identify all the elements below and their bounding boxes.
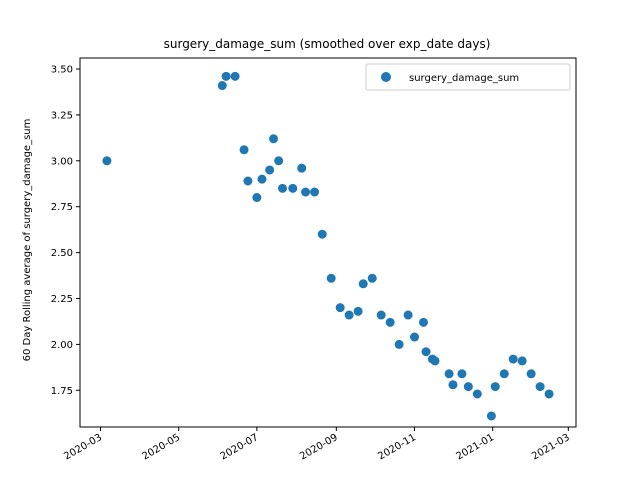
data-point <box>274 156 284 166</box>
data-point <box>376 310 386 320</box>
x-tick-label: 2021-01 <box>454 432 496 462</box>
data-series <box>102 71 554 421</box>
data-point <box>403 310 413 320</box>
data-point <box>102 156 112 166</box>
y-tick-label: 1.75 <box>51 386 73 397</box>
legend-frame <box>365 63 571 91</box>
data-point <box>508 354 518 364</box>
data-point <box>535 382 545 392</box>
x-axis: 2020-03 2020-05 2020-07 2020-09 2020-11 2021-… <box>62 427 572 462</box>
data-point <box>385 317 395 327</box>
plot-area <box>79 57 577 428</box>
data-point <box>335 303 345 313</box>
data-point <box>230 71 240 81</box>
y-tick-label: 3.00 <box>51 156 73 167</box>
data-point <box>367 273 377 283</box>
data-point <box>472 389 482 399</box>
data-point <box>444 369 454 379</box>
x-tick-label: 2020-09 <box>298 432 340 462</box>
legend-marker <box>381 72 391 82</box>
data-point <box>301 187 311 197</box>
x-tick-label: 2020-03 <box>62 432 104 462</box>
data-point <box>418 317 428 327</box>
data-point <box>463 382 473 392</box>
data-point <box>278 183 288 193</box>
data-point <box>221 71 231 81</box>
data-point <box>430 356 440 366</box>
data-point <box>517 356 527 366</box>
data-point <box>490 382 500 392</box>
data-point <box>297 163 307 173</box>
data-point <box>265 165 275 175</box>
y-tick-label: 2.00 <box>51 340 73 351</box>
x-tick-label: 2020-07 <box>219 432 261 462</box>
data-point <box>421 347 431 357</box>
y-tick-label: 2.75 <box>51 202 73 213</box>
y-axis: 1.75 2.00 2.25 2.50 2.75 3.00 3.25 3.50 <box>51 65 80 397</box>
data-point <box>526 369 536 379</box>
legend: surgery_damage_sum <box>365 63 571 91</box>
x-tick-label: 2020-05 <box>140 432 182 462</box>
data-point <box>269 134 279 144</box>
data-point <box>486 411 496 421</box>
y-tick-label: 2.50 <box>51 248 73 259</box>
y-tick-label: 2.25 <box>51 294 73 305</box>
data-point <box>499 369 509 379</box>
y-tick-label: 3.50 <box>51 65 73 76</box>
data-point <box>310 187 320 197</box>
data-point <box>217 81 227 91</box>
data-point <box>358 279 368 289</box>
data-point <box>344 310 354 320</box>
data-point <box>317 229 327 239</box>
data-point <box>353 306 363 316</box>
plot-frame <box>79 57 577 428</box>
legend-label: surgery_damage_sum <box>409 73 519 84</box>
data-point <box>544 389 554 399</box>
data-point <box>457 369 467 379</box>
data-point <box>252 193 262 203</box>
data-point <box>448 380 458 390</box>
chart-title: surgery_damage_sum (smoothed over exp_da… <box>164 37 491 51</box>
data-point <box>288 183 298 193</box>
data-point <box>410 332 420 342</box>
x-tick-label: 2020-11 <box>376 432 418 462</box>
data-point <box>243 176 253 186</box>
y-axis-title: 60 Day Rolling average of surgery_damage… <box>22 119 33 362</box>
data-point <box>326 273 336 283</box>
data-point <box>257 174 267 184</box>
data-point <box>239 145 249 155</box>
y-tick-label: 3.25 <box>51 110 73 121</box>
data-point <box>394 339 404 349</box>
x-tick-label: 2021-03 <box>530 432 572 462</box>
